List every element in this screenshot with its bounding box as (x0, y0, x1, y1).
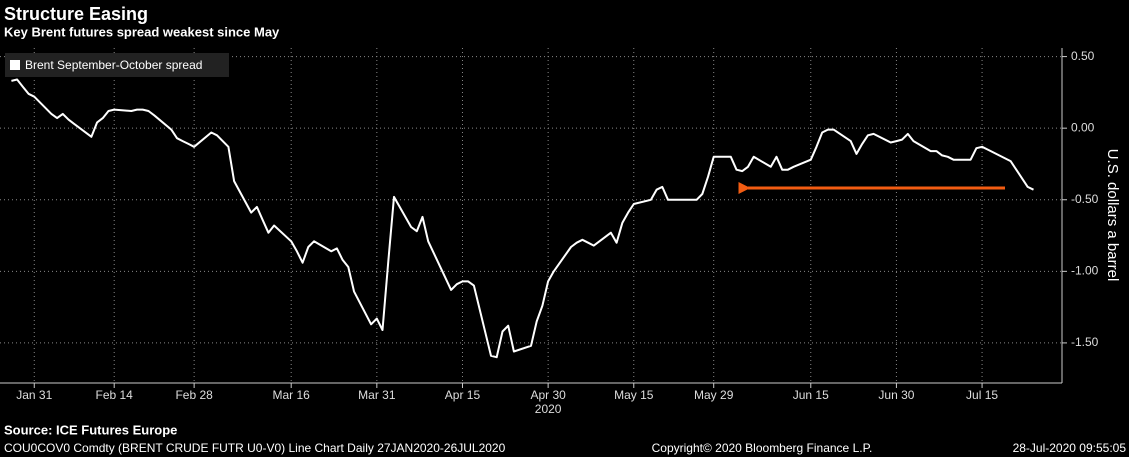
legend-box (5, 53, 229, 77)
y-tick-label: 0.50 (1071, 49, 1095, 63)
footer-copyright: Copyright© 2020 Bloomberg Finance L.P. (652, 441, 873, 455)
x-tick-label: Jun 15 (793, 388, 829, 402)
legend-label: Brent September-October spread (25, 58, 202, 72)
source: Source: ICE Futures Europe (4, 422, 177, 437)
x-tick-label: Jul 15 (966, 388, 998, 402)
footer-description: COU0COV0 Comdty (BRENT CRUDE FUTR U0-V0)… (4, 441, 506, 455)
y-axis-label: U.S. dollars a barrel (1104, 149, 1121, 282)
y-tick-label: -1.00 (1071, 264, 1099, 278)
footer-timestamp: 28-Jul-2020 09:55:05 (1013, 441, 1127, 455)
y-tick-label: 0.00 (1071, 120, 1095, 134)
legend-swatch (10, 60, 20, 70)
x-tick-label: Mar 16 (273, 388, 311, 402)
x-tick-label: Mar 31 (358, 388, 396, 402)
x-tick-label: Apr 15 (445, 388, 481, 402)
x-tick-label: Jun 30 (878, 388, 914, 402)
y-tick-label: -1.50 (1071, 335, 1099, 349)
chart-title: Structure Easing (4, 4, 148, 24)
x-tick-label: Feb 14 (96, 388, 134, 402)
x-tick-label: Feb 28 (175, 388, 213, 402)
x-year-label: 2020 (535, 402, 562, 416)
chart-subtitle: Key Brent futures spread weakest since M… (4, 24, 280, 39)
x-tick-label: Jan 31 (16, 388, 52, 402)
x-tick-label: May 29 (694, 388, 734, 402)
x-tick-label: Apr 30 (530, 388, 566, 402)
x-tick-label: May 15 (614, 388, 654, 402)
y-tick-label: -0.50 (1071, 192, 1099, 206)
data-line (11, 78, 1034, 359)
